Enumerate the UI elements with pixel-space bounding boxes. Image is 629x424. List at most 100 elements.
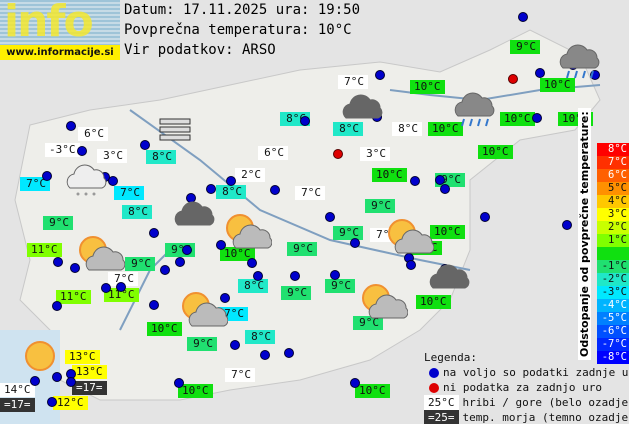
station-temp-label: 9°C	[510, 40, 540, 54]
station-temp-label: 7°C	[108, 272, 138, 286]
drizzle-cloud-icon	[62, 160, 112, 206]
station-dot[interactable]	[149, 300, 159, 310]
scale-step: 4°C	[597, 195, 629, 208]
station-dot[interactable]	[518, 12, 528, 22]
scale-step: -2°C	[597, 273, 629, 286]
station-dot[interactable]	[260, 350, 270, 360]
source-line: Vir podatkov: ARSO	[124, 42, 276, 58]
station-dot[interactable]	[174, 378, 184, 388]
station-temp-label: 3°C	[97, 149, 127, 163]
station-temp-label: 9°C	[333, 226, 363, 240]
station-dot[interactable]	[101, 283, 111, 293]
station-dot[interactable]	[532, 113, 542, 123]
station-temp-label: 9°C	[43, 216, 73, 230]
station-dot[interactable]	[53, 257, 63, 267]
station-dot[interactable]	[160, 265, 170, 275]
station-dot[interactable]	[284, 348, 294, 358]
station-temp-label: 10°C	[416, 295, 451, 309]
station-temp-label: 10°C	[428, 122, 463, 136]
station-dot[interactable]	[216, 240, 226, 250]
station-dot[interactable]	[226, 176, 236, 186]
station-dot[interactable]	[290, 271, 300, 281]
station-dot[interactable]	[330, 270, 340, 280]
station-dot[interactable]	[77, 146, 87, 156]
station-temp-label: 9°C	[365, 199, 395, 213]
station-dot[interactable]	[66, 377, 76, 387]
logo[interactable]: info www.informacije.si	[0, 0, 120, 60]
station-dot[interactable]	[590, 70, 600, 80]
scale-step: 1°C	[597, 234, 629, 247]
station-dot[interactable]	[562, 220, 572, 230]
station-dot[interactable]	[42, 171, 52, 181]
station-temp-label: 7°C	[225, 368, 255, 382]
station-dot[interactable]	[270, 185, 280, 195]
scale-step: 3°C	[597, 208, 629, 221]
station-dot[interactable]	[440, 184, 450, 194]
station-temp-label: 13°C	[72, 365, 107, 379]
station-dot[interactable]	[140, 140, 150, 150]
station-temp-label: 9°C	[325, 279, 355, 293]
station-temp-label: -3°C	[45, 143, 80, 157]
station-dot[interactable]	[247, 258, 257, 268]
station-temp-label: 10°C	[372, 168, 407, 182]
station-dot[interactable]	[220, 293, 230, 303]
station-dot[interactable]	[406, 260, 416, 270]
station-dot[interactable]	[182, 245, 192, 255]
station-dot[interactable]	[410, 176, 420, 186]
station-temp-label: 6°C	[78, 127, 108, 141]
overcast-cloud-icon	[338, 90, 388, 136]
scale-step: 7°C	[597, 156, 629, 169]
partly-cloudy-icon	[384, 215, 435, 261]
station-temp-label: 8°C	[146, 150, 176, 164]
station-dot[interactable]	[230, 340, 240, 350]
station-dot-missing[interactable]	[333, 149, 343, 159]
station-temp-label: 8°C	[392, 122, 422, 136]
station-temp-label: 11°C	[104, 288, 139, 302]
station-temp-label: 8°C	[245, 330, 275, 344]
deviation-scale: 8°C 7°C 6°C 5°C 4°C 3°C 2°C 1°C -1°C -2°C -3°C -4°C…	[597, 143, 629, 364]
station-temp-label: 11°C	[56, 290, 91, 304]
station-dot[interactable]	[253, 271, 263, 281]
station-temp-label: 7°C	[295, 186, 325, 200]
station-dot-missing[interactable]	[508, 74, 518, 84]
legend-sea-text: temp. morja (temno ozadje)	[462, 411, 629, 424]
station-dot[interactable]	[435, 175, 445, 185]
station-temp-label: 9°C	[187, 337, 217, 351]
station-dot[interactable]	[149, 228, 159, 238]
station-temp-label: 8°C	[216, 185, 246, 199]
scale-step: 8°C	[597, 143, 629, 156]
station-dot[interactable]	[375, 70, 385, 80]
station-dot[interactable]	[66, 121, 76, 131]
station-dot[interactable]	[52, 372, 62, 382]
station-temp-label: 6°C	[258, 146, 288, 160]
station-dot[interactable]	[206, 184, 216, 194]
station-dot[interactable]	[350, 238, 360, 248]
logo-url[interactable]: www.informacije.si	[0, 45, 120, 60]
station-dot[interactable]	[350, 378, 360, 388]
station-temp-label: =17=	[0, 398, 35, 412]
station-dot[interactable]	[52, 301, 62, 311]
station-dot[interactable]	[325, 212, 335, 222]
station-temp-label: 8°C	[238, 279, 268, 293]
station-dot[interactable]	[535, 68, 545, 78]
scale-step: -8°C	[597, 351, 629, 364]
scale-step: -7°C	[597, 338, 629, 351]
station-dot[interactable]	[47, 397, 57, 407]
station-dot[interactable]	[30, 376, 40, 386]
station-temp-label: 14°C	[0, 383, 35, 397]
station-dot[interactable]	[108, 176, 118, 186]
station-dot[interactable]	[480, 212, 490, 222]
station-dot[interactable]	[70, 263, 80, 273]
partly-cloudy-icon	[222, 210, 273, 256]
legend-missing: ni podatka za zadnjo uro	[443, 381, 602, 394]
station-dot[interactable]	[300, 116, 310, 126]
station-dot[interactable]	[116, 282, 126, 292]
station-dot[interactable]	[175, 257, 185, 267]
station-temp-label: 9°C	[281, 286, 311, 300]
station-temp-label: =17=	[72, 381, 107, 395]
scale-step: -3°C	[597, 286, 629, 299]
station-temp-label: 7°C	[338, 75, 368, 89]
scale-step	[597, 247, 629, 260]
legend-hill-text: hribi / gore (belo ozadje)	[462, 396, 629, 409]
